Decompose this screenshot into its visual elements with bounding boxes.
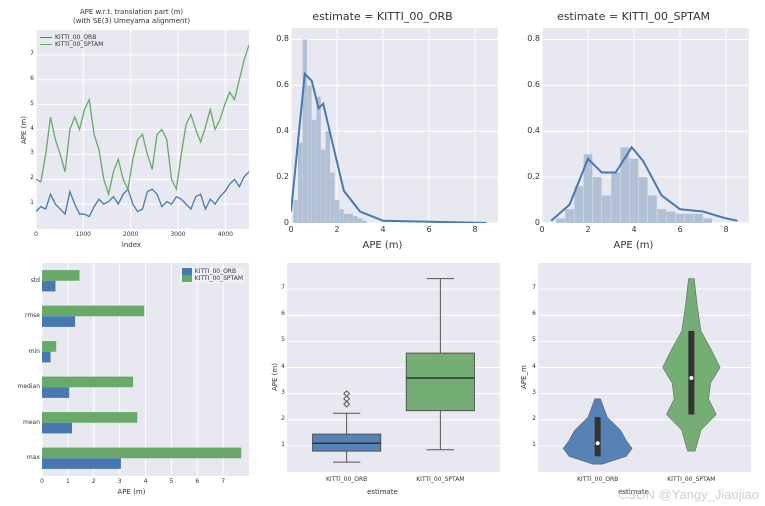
violin-area — [538, 263, 751, 472]
hist-sptam-svg — [542, 28, 749, 223]
hist-orb-panel: estimate = KITTI_00_ORB APE (m) 0246800.… — [259, 8, 506, 251]
barh-panel: KITTI_00_ORB KITTI_00_SPTAM APE (m) stdr… — [8, 255, 255, 498]
lineplot-area: KITTI_00_ORB KITTI_00_SPTAM — [36, 30, 249, 229]
barh-legend: KITTI_00_ORB KITTI_00_SPTAM — [180, 267, 245, 283]
violin-svg — [538, 263, 751, 472]
hist-sptam-title: estimate = KITTI_00_SPTAM — [510, 10, 757, 23]
lineplot-legend: KITTI_00_ORB KITTI_00_SPTAM — [40, 34, 103, 48]
hist-sptam-area — [542, 28, 749, 223]
hist-sptam-xlabel: APE (m) — [614, 240, 654, 251]
hist-orb-svg — [291, 28, 498, 223]
barh-xlabel: APE (m) — [118, 488, 146, 496]
lineplot-title: APE w.r.t. translation part (m) — [8, 8, 255, 16]
barh-svg — [42, 263, 249, 476]
hist-orb-xlabel: APE (m) — [363, 240, 403, 251]
box-area — [287, 263, 500, 472]
lineplot-subtitle: (with SE(3) Umeyama alignment) — [8, 17, 255, 25]
violin-panel: estimate APE_m KITTI_00_ORBKITTI_00_SPTA… — [510, 255, 757, 498]
hist-sptam-panel: estimate = KITTI_00_SPTAM APE (m) 024680… — [510, 8, 757, 251]
lineplot-svg — [36, 30, 249, 229]
box-xlabel: estimate — [367, 488, 398, 496]
box-svg — [287, 263, 500, 472]
lineplot-panel: APE w.r.t. translation part (m) (with SE… — [8, 8, 255, 251]
box-panel: estimate APE (m) KITTI_00_ORBKITTI_00_SP… — [259, 255, 506, 498]
barh-area: KITTI_00_ORB KITTI_00_SPTAM — [42, 263, 249, 476]
hist-orb-title: estimate = KITTI_00_ORB — [259, 10, 506, 23]
lineplot-xlabel: index — [122, 241, 141, 249]
hist-orb-area — [291, 28, 498, 223]
violin-xlabel: estimate — [618, 488, 649, 496]
